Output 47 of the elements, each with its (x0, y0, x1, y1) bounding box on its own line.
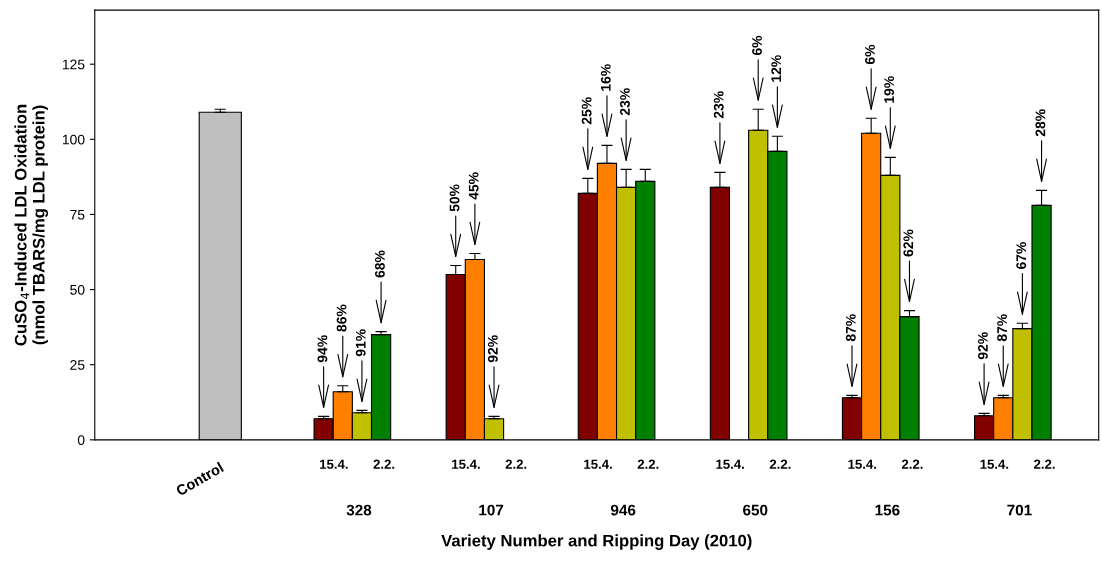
y-axis-title: CuSO$_{4}$-Induced LDL Oxidation (nmol TBARS/mg LDL protein) (14, 104, 48, 346)
annotation: 19% (884, 76, 895, 103)
annotation: 68% (374, 250, 385, 278)
y-tick-label: 0 (77, 435, 85, 445)
text: 2.2. (637, 459, 659, 469)
annotation: 45% (468, 172, 479, 200)
annotation: 23% (620, 88, 630, 116)
annotation: 28% (1035, 109, 1046, 137)
annotation: 87% (997, 314, 1007, 342)
annotation: 91% (355, 329, 366, 357)
x-tick-label: 107 (479, 504, 504, 516)
annotation: 25% (581, 97, 592, 125)
annotation: 16% (600, 64, 611, 91)
x-tick-label: 701 (1007, 504, 1032, 516)
text: 2.2. (901, 459, 923, 469)
y-tick-label: 75 (70, 209, 85, 220)
y-tick-label: 100 (62, 134, 85, 145)
x-tick-label: 328 (346, 504, 372, 516)
annotation: 92% (977, 332, 988, 360)
annotation: 94% (317, 335, 328, 363)
text: 15.4. (716, 459, 744, 469)
annotation: 6% (752, 35, 762, 56)
text: 2.2. (373, 459, 395, 469)
text: 15.4. (452, 459, 480, 469)
text: 2.2. (505, 459, 527, 469)
annotation: 50% (449, 184, 460, 212)
y-tick-label: 50 (70, 284, 85, 295)
text: 15.4. (320, 459, 348, 469)
x-tick-label: 650 (743, 504, 768, 516)
annotation: 62% (903, 229, 914, 257)
y-tick-label: 125 (62, 59, 85, 70)
y-tick-label: 25 (70, 360, 85, 370)
text: 15.4. (848, 459, 877, 469)
x-tick-label: 156 (875, 504, 900, 516)
x-tick-label: 946 (610, 504, 636, 516)
text: 2.2. (1033, 459, 1055, 469)
text: 15.4. (980, 459, 1009, 469)
text: 2.2. (769, 459, 791, 469)
text: 15.4. (584, 459, 612, 469)
annotation: 87% (845, 314, 856, 342)
annotation: 12% (771, 55, 782, 82)
annotation: 67% (1016, 242, 1027, 269)
annotation: 6% (865, 44, 875, 65)
annotation: 92% (487, 335, 498, 363)
annotation: 23% (713, 91, 724, 119)
annotation: 86% (336, 304, 347, 332)
x-axis-title: Variety Number and Ripping Day (2010) (441, 534, 752, 550)
